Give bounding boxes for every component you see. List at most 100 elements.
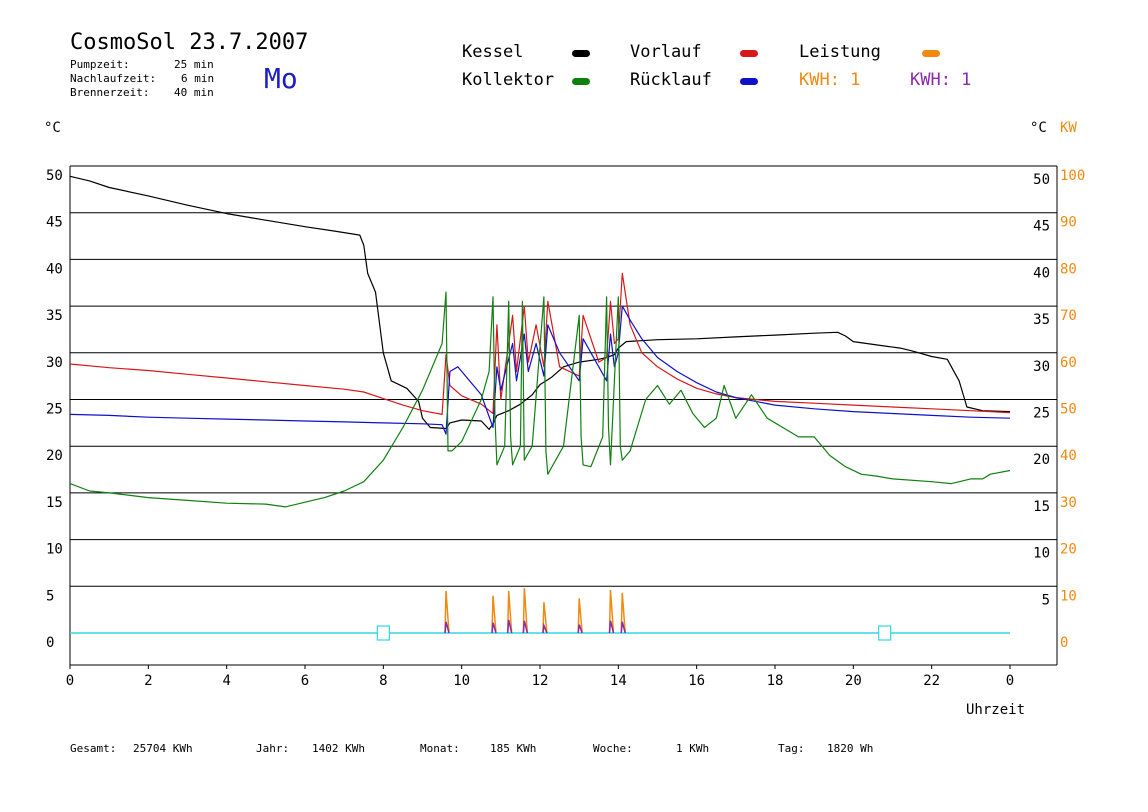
y-tick-right-kw: 50 [1060,402,1077,418]
legend-ruecklauf-swatch [740,78,758,85]
right-axis-unit: °C [1030,120,1047,136]
legend-kessel-label: Kessel [462,42,524,62]
legend-leistung-label: Leistung [799,42,881,62]
y-tick-left: 30 [46,355,63,371]
series-leistung-spike [522,588,529,634]
series-kollektor [69,291,1011,508]
y-tick-right: 40 [1033,265,1050,281]
y-tick-left: 35 [46,308,63,324]
y-tick-right-kw: 100 [1060,168,1085,184]
x-tick: 18 [767,673,784,689]
param-label-nachlaufzeit: Nachlaufzeit: [70,72,157,85]
footer-monat-value: 185 KWh [490,742,537,755]
y-tick-right-kw: 10 [1060,588,1077,604]
series-kwh-spike [542,622,548,634]
y-tick-right: 10 [1033,546,1050,562]
y-tick-left: 50 [46,168,63,184]
series-leistung-spike [491,595,497,634]
series-ruecklauf [69,305,1011,435]
right-axis-unit-kw: KW [1060,120,1077,136]
series-kwh-spike [522,620,529,634]
y-tick-right: 5 [1042,592,1050,608]
footer-jahr-value: 1402 KWh [312,742,365,755]
series-leistung-spike [444,590,450,634]
param-value-nachlaufzeit: 6 min [181,72,215,85]
y-tick-right: 15 [1033,499,1050,515]
x-tick: 4 [222,673,230,689]
param-label-brennerzeit: Brennerzeit: [70,86,150,99]
y-tick-right: 45 [1033,219,1050,235]
y-tick-right-kw: 40 [1060,448,1077,464]
y-tick-right-kw: 80 [1060,261,1077,277]
y-tick-right: 35 [1033,312,1050,328]
x-tick: 2 [144,673,152,689]
y-tick-right: 50 [1033,172,1050,188]
footer-jahr-label: Jahr: [256,742,290,755]
y-tick-left: 10 [46,542,63,558]
x-tick: 0 [1006,673,1014,689]
y-tick-right-kw: 70 [1060,308,1077,324]
y-tick-right-kw: 30 [1060,495,1077,511]
baseline-marker [376,625,390,641]
chart-title: CosmoSol 23.7.2007 [70,30,309,55]
legend-kwh-orange: KWH: 1 [799,70,861,90]
legend-vorlauf-label: Vorlauf [630,42,702,62]
footer-woche-value: 1 KWh [676,742,710,755]
legend-kollektor-swatch [572,78,590,85]
footer-tag-value: 1820 Wh [827,742,874,755]
series-leistung-spike [577,598,583,634]
series-leistung-spike [542,602,548,634]
x-tick: 6 [301,673,309,689]
weekday-label: Mo [264,62,298,95]
series-kwh-spike [491,622,497,634]
x-tick: 8 [379,673,387,689]
y-tick-left: 40 [46,261,63,277]
y-tick-right: 30 [1033,359,1050,375]
legend-kessel-swatch [572,50,590,57]
x-axis-label: Uhrzeit [966,702,1026,718]
x-tick: 14 [610,673,627,689]
x-tick: 20 [845,673,862,689]
y-tick-right-kw: 0 [1060,635,1068,651]
series-kwh-spike [506,619,513,634]
y-tick-left: 15 [46,495,63,511]
x-tick: 22 [923,673,940,689]
footer-gesamt-value: 25704 KWh [133,742,193,755]
x-tick: 16 [688,673,705,689]
series-kwh-spike [444,621,450,634]
y-tick-left: 25 [46,402,63,418]
y-tick-right: 20 [1033,452,1050,468]
y-tick-right: 25 [1033,406,1050,422]
footer-gesamt-label: Gesamt: [70,742,117,755]
series-leistung-spike [506,590,513,634]
legend-kollektor-label: Kollektor [462,70,555,90]
y-tick-left: 45 [46,215,63,231]
legend-leistung-swatch [922,50,940,57]
footer-tag-label: Tag: [778,742,805,755]
y-tick-left: 5 [46,588,54,604]
param-value-pumpzeit: 25 min [174,58,214,71]
series-kessel [69,175,1011,430]
footer-woche-label: Woche: [593,742,633,755]
footer-monat-label: Monat: [420,742,460,755]
param-value-brennerzeit: 40 min [174,86,214,99]
legend-kwh-purple: KWH: 1 [910,70,972,90]
y-tick-right-kw: 20 [1060,542,1077,558]
x-tick: 10 [453,673,470,689]
y-tick-right-kw: 60 [1060,355,1077,371]
series-kwh-spike [620,621,626,634]
param-label-pumpzeit: Pumpzeit: [70,58,130,71]
left-axis-unit: °C [44,120,61,136]
y-tick-right-kw: 90 [1060,215,1077,231]
series-kwh-spike [608,620,615,634]
series-leistung-spike [620,592,626,634]
x-tick: 12 [532,673,549,689]
y-tick-left: 0 [46,635,54,651]
series-leistung-spike [608,589,615,634]
y-tick-left: 20 [46,448,63,464]
legend-ruecklauf-label: Rücklauf [630,70,712,90]
x-tick: 0 [66,673,74,689]
baseline-marker [878,625,892,641]
legend-vorlauf-swatch [740,50,758,57]
